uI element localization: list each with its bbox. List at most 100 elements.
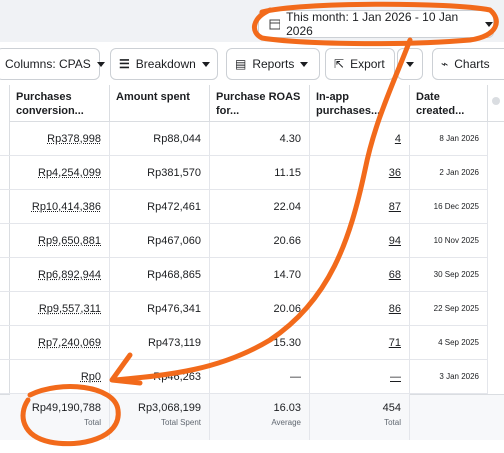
row-left-stub: [0, 258, 10, 292]
cell-text: Rp9,650,881: [38, 234, 101, 247]
cell-text: Rp0: [80, 370, 101, 383]
total-label: Average: [271, 418, 301, 427]
total-value: 454: [382, 402, 401, 414]
date-range-button[interactable]: This month: 1 Jan 2026 - 10 Jan 2026: [258, 10, 494, 38]
table-cell: Rp6,892,944: [10, 258, 110, 292]
row-left-stub: [0, 190, 10, 224]
column-header: Purchases conversion...: [10, 85, 110, 122]
cell-text: 3 Jan 2026: [439, 372, 479, 381]
cell-text: 16 Dec 2025: [433, 202, 479, 211]
cell-text: 22.04: [273, 200, 301, 213]
columns-button[interactable]: Columns: CPAS: [0, 48, 105, 80]
cell-text: —: [390, 370, 401, 383]
table-cell: Rp472,461: [110, 190, 210, 224]
cell-text: Rp10,414,386: [31, 200, 101, 213]
cell-text: 86: [388, 302, 401, 315]
table-cell: —: [310, 360, 410, 394]
table-cell: Rp9,650,881: [10, 224, 110, 258]
table-cell: 14.70: [210, 258, 310, 292]
caret: [300, 61, 309, 67]
cell-text: —: [290, 370, 301, 383]
table-cell: —: [210, 360, 310, 394]
table-cell: 10 Nov 2025: [410, 224, 488, 258]
cell-text: 10 Nov 2025: [433, 236, 479, 245]
table-cell: Rp9,557,311: [10, 292, 110, 326]
cell-text: 20.06: [273, 302, 301, 315]
table-cell: 30 Sep 2025: [410, 258, 488, 292]
reports-button[interactable]: ▤ Reports: [226, 48, 320, 80]
table-cell: Rp88,044: [110, 122, 210, 156]
table-cell: 4: [310, 122, 410, 156]
row-left-stub: [0, 122, 10, 156]
date-circle: [252, 1, 499, 47]
table-cell: 11.15: [210, 156, 310, 190]
table-cell: 86: [310, 292, 410, 326]
total-cell: 16.03 Average: [210, 394, 310, 440]
cell-text: Rp381,570: [147, 166, 201, 179]
table-cell: 3 Jan 2026: [410, 360, 488, 394]
table-cell: Rp10,414,386: [10, 190, 110, 224]
button-label: Reports: [252, 57, 295, 71]
cell-text: 11.15: [274, 166, 301, 179]
table-cell: 20.06: [210, 292, 310, 326]
row-left-stub: [0, 360, 10, 394]
cell-text: Rp467,060: [147, 234, 201, 247]
table-cell: 20.66: [210, 224, 310, 258]
cell-text: Rp468,865: [147, 268, 201, 281]
export-button[interactable]: ⇱ Export: [325, 48, 395, 80]
row-left-stub: [0, 224, 10, 258]
dropdown-caret: [485, 21, 493, 27]
cell-text: Rp6,892,944: [38, 268, 101, 281]
total-value: 16.03: [273, 402, 301, 414]
table-cell: 68: [310, 258, 410, 292]
total-circle: [20, 384, 121, 447]
table-cell: Rp476,341: [110, 292, 210, 326]
cell-text: 36: [388, 166, 401, 179]
cell-text: 87: [388, 200, 401, 213]
caret: [201, 61, 210, 67]
cell-text: 15.30: [273, 336, 301, 349]
button-label: Charts: [454, 57, 490, 71]
table-cell: 4 Sep 2025: [410, 326, 488, 360]
total-label: Total: [384, 418, 401, 427]
button-label: Columns: CPAS: [5, 57, 91, 71]
total-label: Total: [84, 418, 101, 427]
button-label: Export: [350, 57, 385, 71]
cell-text: 2 Jan 2026: [439, 168, 479, 177]
arrow-head: [109, 352, 143, 386]
cell-text: Rp4,254,099: [38, 166, 101, 179]
table-cell: 2 Jan 2026: [410, 156, 488, 190]
column-header: Purchase ROAS for...: [210, 85, 310, 122]
total-value: Rp49,190,788: [31, 402, 101, 414]
row-left-stub: [0, 292, 10, 326]
cell-text: Rp476,341: [147, 302, 201, 315]
total-cell: 454 Total: [310, 394, 410, 440]
calendar-icon: [269, 19, 281, 30]
breakdown-button[interactable]: ☰ Breakdown: [110, 48, 218, 80]
table-cell: 94: [310, 224, 410, 258]
table-cell: 8 Jan 2026: [410, 122, 488, 156]
arrow-line: [112, 37, 413, 383]
charts-button[interactable]: ⌁ Charts: [432, 48, 504, 80]
column-header: Amount spent: [110, 85, 210, 122]
table-cell: Rp467,060: [110, 224, 210, 258]
button-label: Breakdown: [135, 57, 196, 71]
date-range-label: This month: 1 Jan 2026 - 10 Jan 2026: [286, 10, 459, 38]
cell-text: Rp378,998: [47, 132, 101, 145]
table-cell: Rp381,570: [110, 156, 210, 190]
table-cell: Rp473,119: [110, 326, 210, 360]
cell-text: 4.30: [279, 132, 301, 145]
table-cell: 87: [310, 190, 410, 224]
table-cell: 4.30: [210, 122, 310, 156]
total-value: Rp3,068,199: [138, 402, 201, 414]
cell-text: Rp88,044: [153, 132, 201, 145]
table-cell: 22 Sep 2025: [410, 292, 488, 326]
cell-text: 8 Jan 2026: [439, 134, 479, 143]
clipped-column: [0, 85, 10, 440]
table-cell: Rp7,240,069: [10, 326, 110, 360]
cell-text: 22 Sep 2025: [433, 304, 479, 313]
add-column[interactable]: [488, 85, 504, 122]
cell-text: Rp7,240,069: [38, 336, 101, 349]
cell-text: Rp472,461: [147, 200, 201, 213]
